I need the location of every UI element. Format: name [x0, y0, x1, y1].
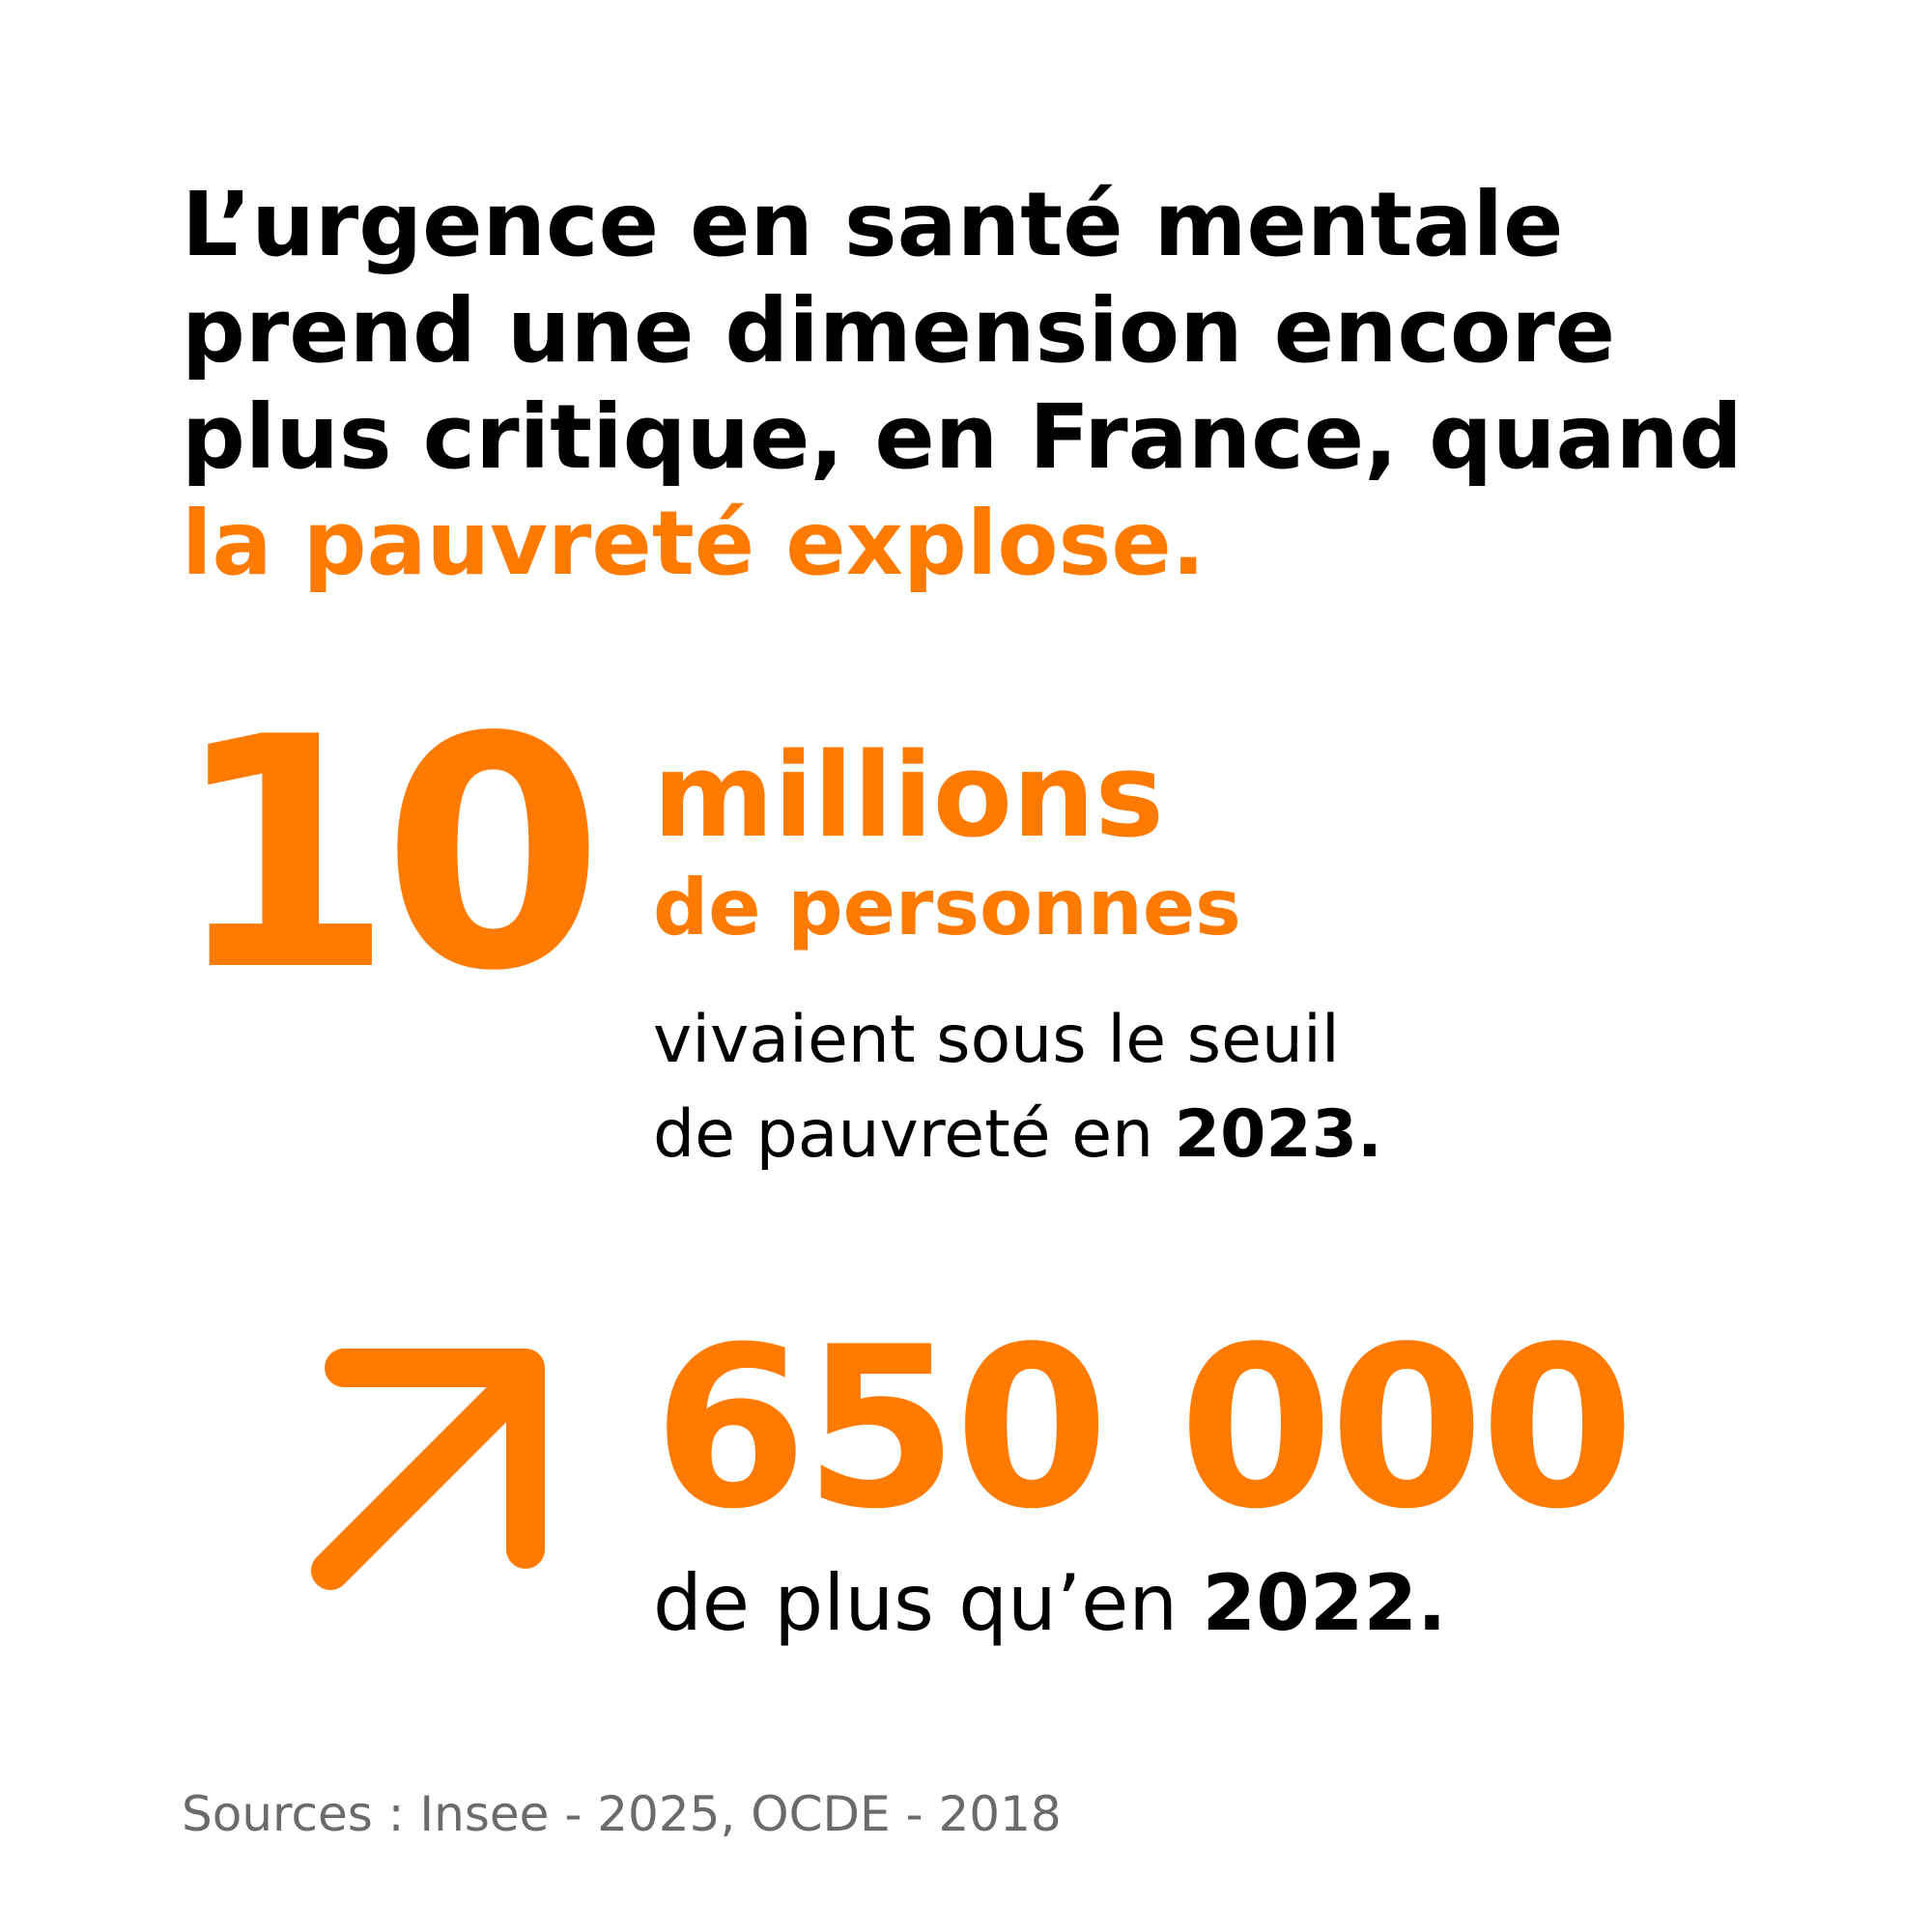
headline-accent: la pauvreté explose. — [182, 492, 1206, 595]
stat-subunit: de personnes — [653, 863, 1241, 952]
headline-line-3: plus critique, en France, quand — [182, 385, 1743, 489]
stat-number-650000: 650 000 — [653, 1300, 1634, 1558]
arrow-up-right-icon — [311, 1349, 545, 1590]
headline-line-1: L’urgence en santé mentale — [182, 173, 1564, 276]
stat-number-10: 10 — [172, 669, 604, 1040]
stat2-year: 2022. — [1202, 1558, 1447, 1648]
stat2-desc-prefix: de plus qu’en — [653, 1558, 1203, 1648]
stat1-year: 2023. — [1174, 1096, 1382, 1173]
headline-line-2: prend une dimension encore — [182, 279, 1615, 383]
stat1-desc-line-2: de pauvreté en 2023. — [653, 1088, 1716, 1182]
stat2-description: de plus qu’en 2022. — [653, 1555, 1447, 1652]
headline: L’urgence en santé mentale prend une dim… — [182, 172, 1824, 597]
sources-note: Sources : Insee - 2025, OCDE - 2018 — [182, 1786, 1062, 1842]
stat1-description: vivaient sous le seuil de pauvreté en 20… — [653, 993, 1716, 1182]
stat1-desc-line-1: vivaient sous le seuil — [653, 1002, 1340, 1078]
stat1-desc-prefix: de pauvreté en — [653, 1096, 1175, 1173]
stat-unit-millions: millions — [653, 729, 1164, 864]
